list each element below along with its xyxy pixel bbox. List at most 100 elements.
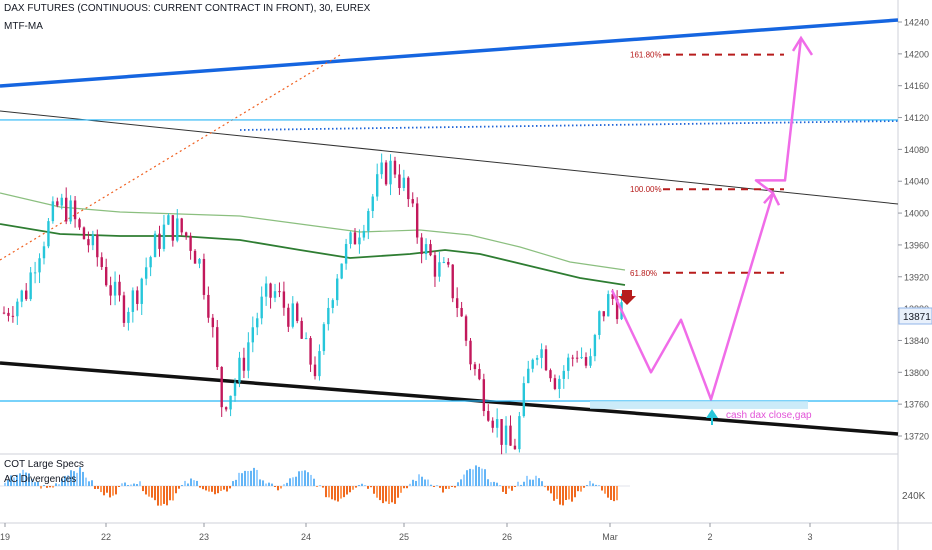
price-tick-label[interactable]: 14080 — [904, 145, 929, 155]
candle-body[interactable] — [487, 411, 490, 421]
candle-body[interactable] — [25, 290, 28, 300]
time-axis[interactable]: 19 22 23 24 25 26 Mar 2 3 — [0, 523, 813, 542]
candle-body[interactable] — [376, 174, 379, 197]
candle-body[interactable] — [553, 378, 557, 389]
candle-body[interactable] — [104, 266, 108, 286]
candle-body[interactable] — [131, 290, 135, 312]
candle-body[interactable] — [65, 197, 68, 222]
candle-body[interactable] — [491, 420, 494, 428]
candle-body[interactable] — [118, 281, 121, 296]
candle-body[interactable] — [336, 278, 339, 301]
candle-body[interactable] — [544, 349, 548, 371]
candle-body[interactable] — [500, 419, 503, 445]
candle-body[interactable] — [82, 227, 86, 240]
candle-body[interactable] — [2, 312, 6, 314]
indicator-cot-large-specs[interactable]: COT Large Specs — [4, 459, 84, 470]
candle-body[interactable] — [367, 211, 370, 231]
candle-body[interactable] — [287, 307, 290, 327]
candle-body[interactable] — [38, 258, 41, 273]
candle-body[interactable] — [87, 239, 90, 246]
descending-trendline[interactable] — [0, 110, 899, 205]
candle-body[interactable] — [113, 281, 117, 296]
candle-body[interactable] — [42, 246, 46, 259]
candle-body[interactable] — [469, 340, 472, 365]
candle-body[interactable] — [247, 342, 250, 371]
candle-body[interactable] — [136, 290, 139, 304]
time-tick-label[interactable]: 23 — [199, 532, 209, 542]
time-tick-label[interactable]: 2 — [707, 532, 712, 542]
price-tick-label[interactable]: 14120 — [904, 113, 929, 123]
candle-body[interactable] — [513, 445, 517, 450]
candle-body[interactable] — [584, 357, 588, 366]
time-tick-label[interactable]: 19 — [0, 532, 10, 542]
candle-body[interactable] — [380, 162, 383, 175]
candle-body[interactable] — [282, 291, 286, 308]
candle-body[interactable] — [527, 368, 530, 384]
candle-body[interactable] — [580, 357, 583, 359]
candle-body[interactable] — [296, 303, 299, 321]
projection-layer[interactable] — [610, 35, 814, 425]
candle-body[interactable] — [7, 312, 10, 316]
candles-layer[interactable] — [2, 153, 623, 455]
candle-body[interactable] — [224, 407, 228, 410]
candle-body[interactable] — [615, 298, 619, 320]
candle-body[interactable] — [176, 218, 179, 241]
candle-body[interactable] — [96, 234, 99, 258]
price-tick-label[interactable]: 14240 — [904, 18, 929, 28]
time-tick-label[interactable]: Mar — [602, 532, 618, 542]
candle-body[interactable] — [509, 425, 512, 446]
channel-top-line[interactable] — [0, 18, 899, 88]
candle-body[interactable] — [611, 294, 614, 299]
candle-body[interactable] — [589, 356, 592, 366]
candle-body[interactable] — [207, 294, 210, 318]
price-tick-label[interactable]: 13840 — [904, 336, 929, 346]
time-tick-label[interactable]: 22 — [101, 532, 111, 542]
candle-body[interactable] — [278, 291, 281, 293]
time-tick-label[interactable]: 25 — [399, 532, 409, 542]
candle-body[interactable] — [229, 395, 232, 410]
candle-body[interactable] — [300, 320, 303, 339]
candle-body[interactable] — [340, 263, 343, 279]
candle-body[interactable] — [518, 416, 521, 450]
candle-body[interactable] — [60, 197, 63, 206]
candle-body[interactable] — [202, 258, 206, 295]
candle-body[interactable] — [464, 316, 468, 341]
candle-body[interactable] — [571, 357, 574, 359]
candle-body[interactable] — [238, 357, 241, 383]
candle-body[interactable] — [140, 278, 143, 304]
candle-body[interactable] — [549, 370, 552, 379]
candle-body[interactable] — [180, 218, 183, 233]
chart-title[interactable]: DAX FUTURES (CONTINUOUS: CURRENT CONTRAC… — [4, 3, 371, 14]
candle-body[interactable] — [344, 243, 348, 264]
candle-body[interactable] — [451, 264, 454, 299]
candle-body[interactable] — [460, 307, 463, 317]
candle-body[interactable] — [269, 283, 272, 298]
candle-body[interactable] — [233, 382, 237, 396]
candle-body[interactable] — [91, 234, 95, 246]
candle-body[interactable] — [256, 318, 259, 328]
price-tick-label[interactable]: 13800 — [904, 368, 929, 378]
candle-body[interactable] — [291, 303, 294, 327]
candle-body[interactable] — [318, 351, 321, 377]
indicator-ac-divergences[interactable]: AC Divergences — [4, 474, 77, 485]
candle-body[interactable] — [171, 215, 175, 241]
candle-body[interactable] — [73, 200, 77, 220]
candle-body[interactable] — [447, 261, 450, 265]
time-tick-label[interactable]: 3 — [807, 532, 812, 542]
candle-body[interactable] — [522, 383, 526, 417]
candle-body[interactable] — [540, 349, 543, 358]
candle-body[interactable] — [393, 160, 397, 175]
drawing-layer[interactable] — [0, 18, 899, 436]
candle-body[interactable] — [16, 301, 19, 317]
candle-body[interactable] — [433, 255, 437, 277]
candle-body[interactable] — [273, 291, 277, 298]
candle-body[interactable] — [562, 370, 565, 379]
candle-body[interactable] — [69, 200, 72, 222]
candle-body[interactable] — [309, 338, 312, 365]
candle-body[interactable] — [455, 298, 459, 308]
channel-bottom-line[interactable] — [0, 361, 899, 436]
candle-body[interactable] — [304, 338, 308, 340]
candle-body[interactable] — [384, 162, 388, 185]
candle-body[interactable] — [442, 261, 446, 263]
candle-body[interactable] — [575, 357, 579, 359]
